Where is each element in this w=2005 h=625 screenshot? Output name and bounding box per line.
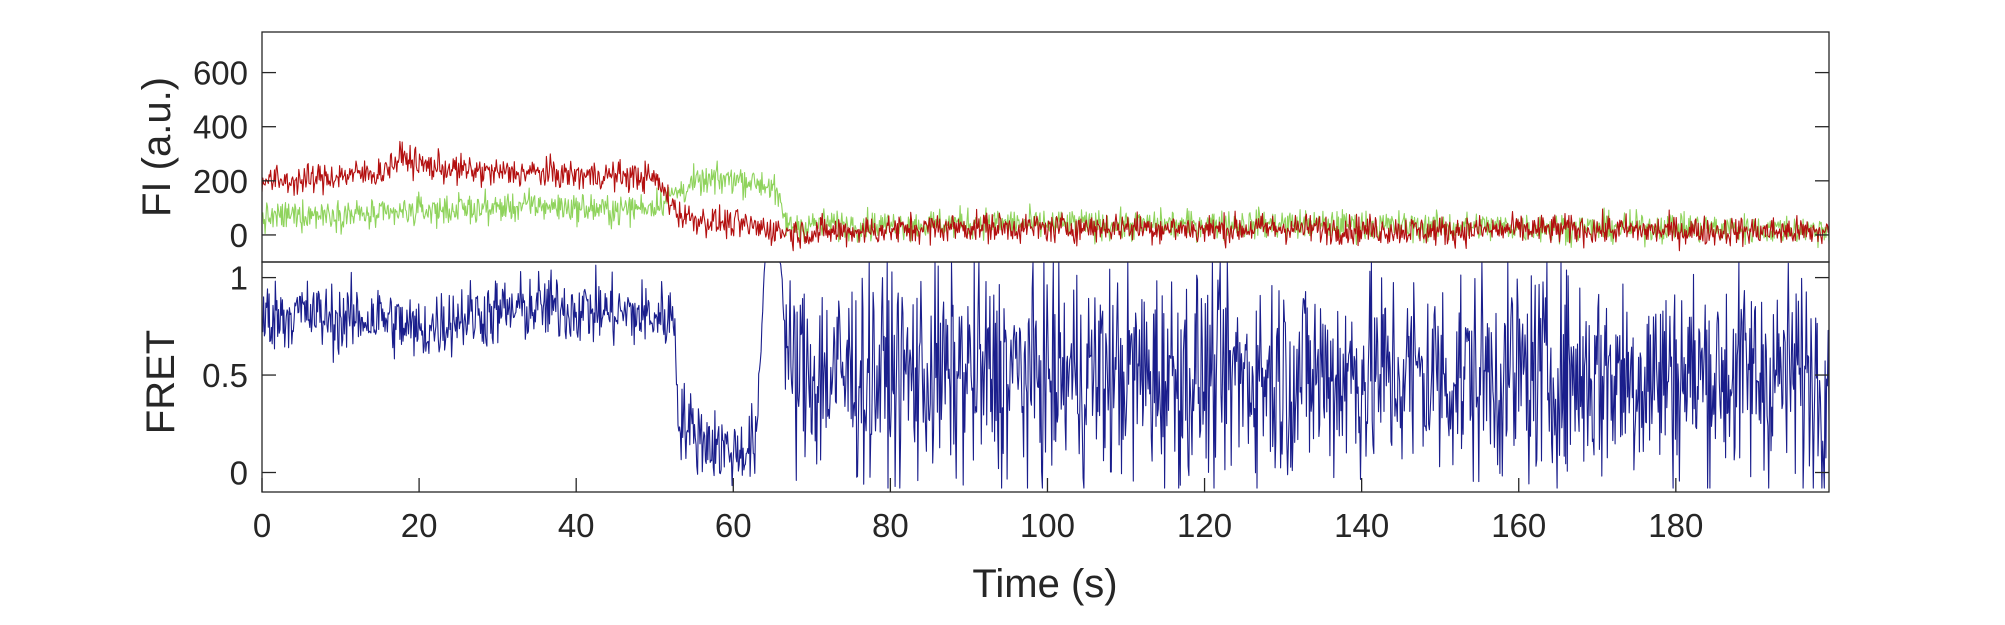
y-tick-label: 1 xyxy=(230,260,248,297)
x-tick-label: 40 xyxy=(558,507,595,544)
y-tick-label: 600 xyxy=(193,55,248,92)
fret-x-ticks: 0 20 40 60 80 100 120 140 160 180 xyxy=(253,478,1703,544)
x-tick-label: 180 xyxy=(1648,507,1703,544)
intensity-traces xyxy=(262,140,1829,252)
intensity-y-axis-label: FI (a.u.) xyxy=(135,77,179,217)
intensity-y-ticks: 0 200 400 600 xyxy=(193,55,1829,254)
fret-y-ticks: 00.51 xyxy=(202,260,1829,492)
y-tick-label: 200 xyxy=(193,163,248,200)
x-tick-label: 0 xyxy=(253,507,271,544)
fret-series-0 xyxy=(262,262,1829,489)
intensity-series-1 xyxy=(262,140,1829,252)
x-tick-label: 120 xyxy=(1177,507,1232,544)
fret-panel: 00.51 0 20 40 60 80 100 120 140 160 180 FRET Time… xyxy=(139,260,1830,606)
y-tick-label: 400 xyxy=(193,109,248,146)
x-tick-label: 60 xyxy=(715,507,752,544)
fret-axes-box xyxy=(261,261,1830,493)
y-tick-label: 0.5 xyxy=(202,357,248,394)
intensity-series-0 xyxy=(262,160,1829,249)
x-tick-label: 100 xyxy=(1020,507,1075,544)
fret-y-axis-label: FRET xyxy=(139,330,183,434)
y-tick-label: 0 xyxy=(230,217,248,254)
time-x-axis-label: Time (s) xyxy=(972,562,1117,606)
x-tick-label: 140 xyxy=(1334,507,1389,544)
x-tick-label: 20 xyxy=(401,507,438,544)
x-tick-label: 160 xyxy=(1491,507,1546,544)
fret-traces xyxy=(262,262,1829,489)
y-tick-label: 0 xyxy=(230,455,248,492)
x-tick-label: 80 xyxy=(872,507,909,544)
intensity-panel: 0 200 400 600 FI (a.u.) xyxy=(135,31,1830,263)
